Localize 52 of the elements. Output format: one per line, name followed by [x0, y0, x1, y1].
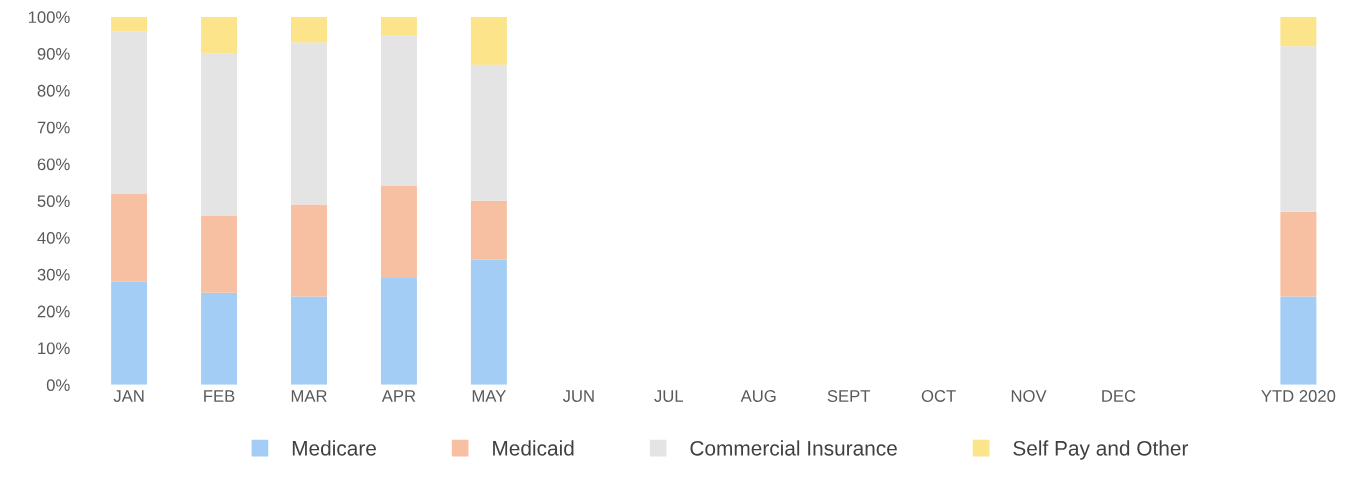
y-tick-label: 40%	[37, 232, 70, 244]
y-tick-label: 0%	[46, 379, 70, 391]
bar	[111, 16, 148, 32]
x-tick-label: MAY	[472, 390, 506, 402]
bar	[470, 259, 507, 385]
x-tick-label: JAN	[113, 390, 144, 402]
legend-label: Self Pay and Other	[1013, 440, 1189, 460]
y-tick-label: 20%	[37, 305, 70, 318]
legend-label: Medicare	[292, 440, 376, 456]
x-tick-label: SEPT	[827, 390, 871, 402]
bar	[380, 186, 417, 279]
bar	[1280, 296, 1317, 385]
y-tick-label: 60%	[37, 158, 70, 171]
x-tick-label: JUN	[562, 390, 594, 402]
y-tick-label: 10%	[38, 342, 70, 355]
bar	[201, 16, 238, 54]
bar	[111, 193, 148, 282]
bar	[380, 278, 417, 385]
bar	[291, 296, 327, 385]
bar	[380, 35, 417, 187]
x-tick-label: AUG	[740, 390, 776, 402]
bar	[470, 64, 507, 201]
bar	[201, 53, 238, 216]
y-tick-label: 80%	[37, 84, 70, 97]
x-tick-label: YTD 2020	[1261, 390, 1336, 402]
bar	[291, 204, 327, 297]
bar	[201, 292, 238, 385]
bar	[291, 42, 327, 205]
bar	[111, 281, 148, 385]
bar	[201, 215, 238, 293]
y-tick-label: 50%	[37, 195, 70, 208]
x-tick-label: APR	[381, 390, 416, 402]
x-tick-label: JUL	[654, 390, 684, 402]
bar	[470, 200, 507, 260]
legend-label: Medicaid	[493, 440, 574, 456]
x-tick-label: MAR	[291, 390, 327, 402]
bar	[291, 16, 327, 43]
y-tick-label: 90%	[37, 48, 70, 60]
y-tick-label: 70%	[37, 121, 70, 134]
bar	[380, 16, 417, 36]
legend-label: Commercial Insurance	[690, 440, 897, 456]
bar	[111, 31, 148, 194]
y-tick-label: 100%	[28, 11, 70, 24]
bar	[1280, 16, 1317, 47]
bar	[1280, 46, 1317, 212]
bar	[1280, 211, 1317, 297]
x-tick-label: NOV	[1011, 390, 1047, 402]
x-tick-label: DEC	[1102, 390, 1136, 402]
x-tick-label: OCT	[921, 390, 956, 402]
x-tick-label: FEB	[204, 390, 235, 402]
bar	[470, 16, 507, 65]
y-tick-label: 30%	[37, 268, 70, 281]
